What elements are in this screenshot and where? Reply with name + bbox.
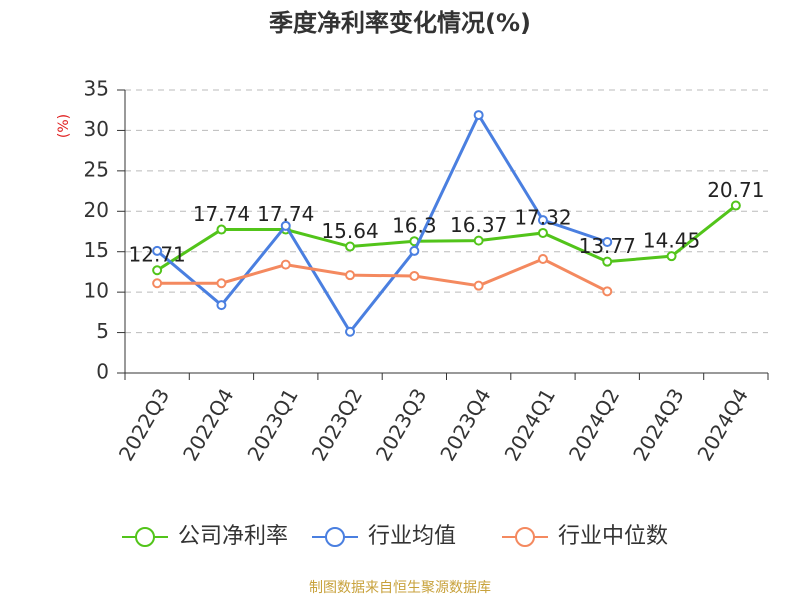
- legend-marker: [325, 527, 345, 547]
- data-label: 17.32: [514, 205, 571, 229]
- x-tick-label: 2022Q4: [178, 384, 238, 465]
- y-tick-label: 15: [84, 238, 109, 262]
- chart-title: 季度净利率变化情况(%): [269, 9, 531, 37]
- data-label: 14.45: [643, 229, 700, 253]
- x-tick-label: 2024Q1: [500, 384, 560, 465]
- data-point: [216, 278, 227, 289]
- legend-label: 公司净利率: [178, 524, 288, 549]
- data-point: [280, 259, 291, 270]
- data-point: [473, 280, 484, 291]
- y-tick-label: 0: [96, 360, 109, 384]
- data-point: [152, 245, 163, 256]
- data-label: 15.64: [321, 219, 378, 243]
- data-point: [345, 241, 356, 252]
- x-tick-label: 2024Q2: [564, 384, 624, 465]
- data-point: [537, 253, 548, 264]
- legend-label: 行业均值: [368, 524, 456, 549]
- data-point: [216, 300, 227, 311]
- data-label: 16.3: [392, 214, 437, 238]
- data-point: [409, 245, 420, 256]
- series-line: [156, 111, 608, 335]
- legend-marker: [135, 527, 155, 547]
- legend-marker: [515, 527, 535, 547]
- x-tick-label: 2024Q3: [628, 384, 688, 465]
- data-point: [602, 256, 613, 267]
- data-point: [152, 278, 163, 289]
- data-point: [473, 110, 484, 121]
- data-point: [473, 235, 484, 246]
- data-point: [345, 270, 356, 281]
- data-label: 16.37: [450, 213, 507, 237]
- data-point: [280, 220, 291, 231]
- x-tick-label: 2023Q3: [371, 384, 431, 465]
- y-tick-label: 25: [84, 157, 109, 181]
- legend-label: 行业中位数: [558, 524, 668, 549]
- x-tick-label: 2023Q2: [307, 384, 367, 465]
- data-label: 17.74: [257, 202, 314, 226]
- y-tick-label: 20: [84, 198, 109, 222]
- data-label: 20.71: [707, 178, 764, 202]
- data-point: [537, 227, 548, 238]
- data-point: [666, 251, 677, 262]
- data-point: [602, 237, 613, 248]
- data-point: [152, 265, 163, 276]
- data-label: 17.74: [193, 202, 250, 226]
- y-tick-label: 30: [84, 117, 109, 141]
- data-point: [537, 215, 548, 226]
- y-axis-label: (%): [56, 114, 72, 138]
- source-note: 制图数据来自恒生聚源数据库: [309, 580, 491, 596]
- data-point: [730, 200, 741, 211]
- data-label: 13.77: [579, 234, 636, 258]
- y-tick-label: 35: [84, 77, 109, 101]
- x-tick-label: 2023Q1: [242, 384, 302, 465]
- y-tick-label: 10: [84, 279, 109, 303]
- data-point: [216, 224, 227, 235]
- x-tick-label: 2022Q3: [114, 384, 174, 465]
- data-point: [409, 270, 420, 281]
- x-tick-label: 2024Q4: [692, 384, 752, 465]
- x-tick-label: 2023Q4: [435, 384, 495, 465]
- data-point: [602, 286, 613, 297]
- y-tick-label: 5: [96, 319, 109, 343]
- data-point: [345, 326, 356, 337]
- series-line: [156, 204, 737, 272]
- data-label: 12.71: [129, 243, 186, 267]
- series-line: [157, 257, 608, 293]
